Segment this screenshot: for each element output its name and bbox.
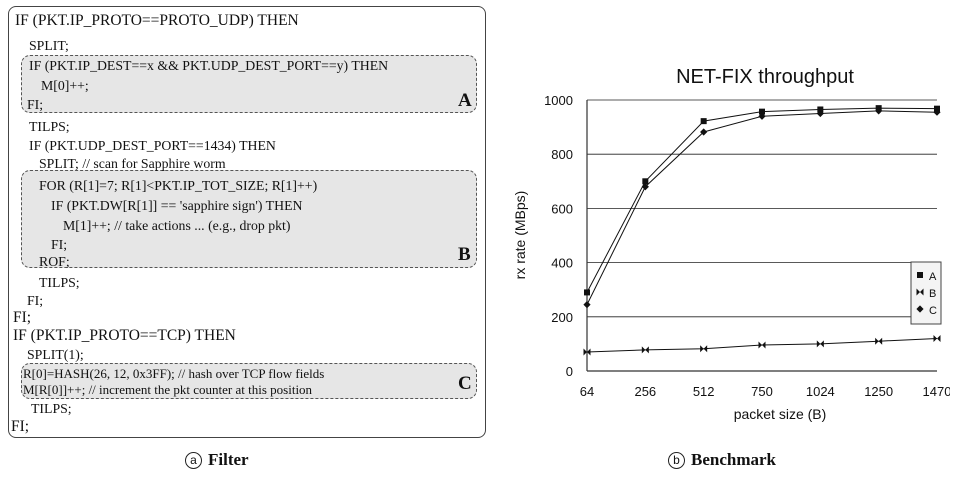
x-tick-label: 64 [580,384,594,399]
data-point [758,112,766,120]
data-point [700,345,708,353]
data-point [816,109,824,118]
chart-legend: ABC [910,261,942,325]
code-line: SPLIT; // scan for Sapphire worm [39,156,226,171]
code-line: TILPS; [39,275,80,290]
caption-text-filter: Filter [208,450,249,469]
x-tick-label: 1250 [864,384,893,399]
x-tick-labels: 64 256 512 750 1024 1250 1470 [580,384,950,399]
x-tick-label: 750 [751,384,773,399]
y-axis-label: rx rate (MBps) [512,191,528,280]
data-point [642,178,649,185]
y-tick-label: 400 [551,256,573,271]
block-label-a: A [458,90,472,111]
data-point [759,108,765,115]
legend-entry: C [916,305,937,317]
series-line [586,337,938,353]
data-point [700,118,707,125]
data-point [933,108,941,116]
caption-mark-a: a [185,451,202,469]
block-label-b: B [458,244,471,265]
code-line: FI; [27,97,44,112]
x-tick-label: 1024 [806,384,835,399]
y-tick-label: 200 [551,310,573,325]
series-a [584,105,940,296]
code-line: FI; [11,418,30,435]
code-line: FOR (R[1]=7; R[1]<PKT.IP_TOT_SIZE; R[1]+… [39,178,318,193]
code-line: IF (PKT.DW[R[1]] == 'sapphire sign') THE… [51,198,303,213]
code-line: M[1]++; // take actions ... (e.g., drop … [63,218,291,233]
data-point [758,341,766,349]
code-line: M[0]++; [41,78,89,93]
legend-entry: B [916,288,936,300]
y-tick-label: 0 [566,364,573,379]
x-tick-label: 512 [693,384,715,399]
block-label-c: C [458,373,472,394]
caption-benchmark: b Benchmark [668,450,776,470]
y-tick-label: 1000 [544,93,573,108]
data-point [583,301,591,309]
chart-grid [586,99,937,372]
data-point [933,334,941,342]
caption-text-benchmark: Benchmark [691,450,776,469]
legend-label: B [929,288,936,300]
legend-box [910,261,942,325]
series-line [586,107,938,293]
legend-label: C [929,305,937,317]
data-point [875,337,883,345]
legend-marker [916,288,924,296]
code-line: IF (PKT.UDP_DEST_PORT==1434) THEN [29,138,276,153]
code-line: ROF; [39,254,70,269]
legend-entry: A [917,271,937,283]
code-line: FI; [13,309,32,326]
y-tick-labels: 0 200 400 600 800 1000 [544,93,573,379]
series-line [586,110,938,305]
code-line: IF (PKT.IP_PROTO==PROTO_UDP) THEN [15,12,299,29]
code-line: TILPS; [31,401,72,416]
code-line: SPLIT; [29,38,69,53]
y-tick-label: 800 [551,147,573,162]
code-line: IF (PKT.IP_DEST==x && PKT.UDP_DEST_PORT=… [29,58,389,73]
code-line: R[0]=HASH(26, 12, 0x3FF); // hash over T… [23,366,325,381]
chart-title: NET-FIX throughput [676,66,854,88]
data-point [816,340,824,348]
data-point [875,107,883,115]
x-axis-label: packet size (B) [734,406,827,422]
caption-filter: a Filter [185,450,249,470]
legend-marker [916,305,924,313]
data-point [641,346,649,354]
data-point [817,106,824,113]
code-block-a [21,55,477,113]
code-line: IF (PKT.IP_PROTO==TCP) THEN [13,327,236,344]
data-point [583,348,591,356]
code-block-b [21,170,477,268]
code-block-c [21,363,477,399]
filter-panel: A B C IF (PKT.IP_PROTO==PROTO_UDP) THEN … [8,6,486,438]
code-line: FI; [27,293,44,308]
series-c [583,107,941,309]
code-line: SPLIT(1); [27,347,84,362]
series-b [583,334,941,356]
x-tick-label: 1470 [923,384,950,399]
code-line: FI; [51,237,68,252]
legend-marker [917,272,923,278]
code-line: M[R[0]]++; // increment the pkt counter … [23,382,313,397]
code-line: TILPS; [29,119,70,134]
y-tick-label: 600 [551,201,573,216]
caption-mark-b: b [668,451,685,469]
legend-label: A [929,271,937,283]
x-tick-label: 256 [634,384,656,399]
throughput-chart: NET-FIX throughput 0 200 400 600 800 1000 64 2… [512,66,950,422]
chart-series [583,105,941,356]
data-point [584,289,590,296]
